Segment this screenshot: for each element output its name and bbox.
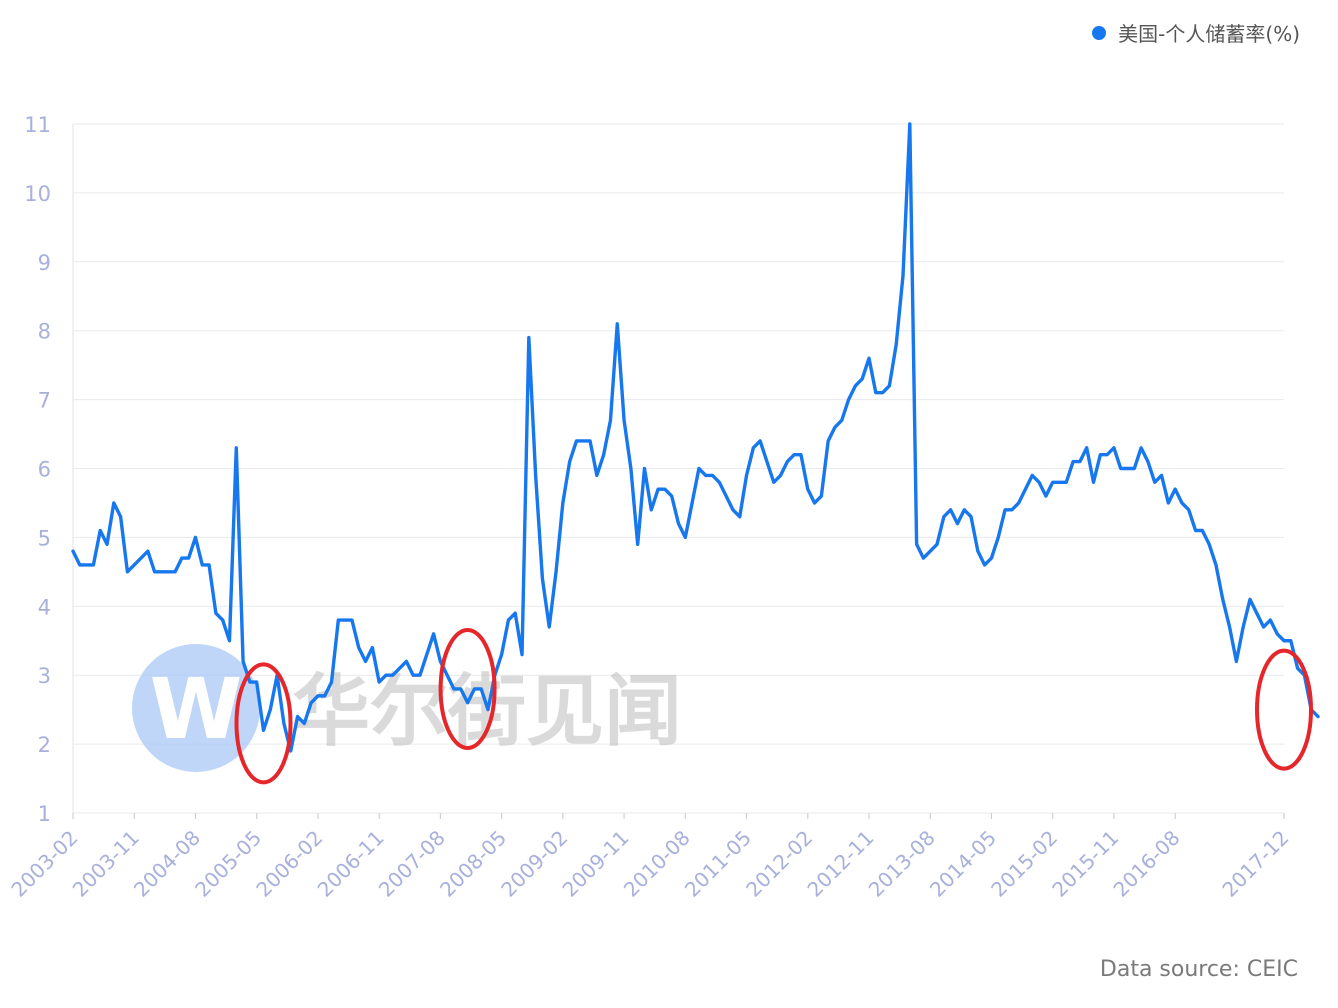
- x-tick-label: 2016-08: [1109, 826, 1185, 902]
- x-axis: 2003-022003-112004-082005-052006-022006-…: [6, 813, 1294, 902]
- y-tick-label: 7: [38, 389, 51, 413]
- x-tick-label: 2017-12: [1217, 826, 1293, 902]
- data-source: Data source: CEIC: [1099, 957, 1298, 982]
- y-tick-label: 10: [24, 182, 51, 206]
- x-tick-label: 2010-08: [619, 826, 695, 902]
- y-tick-label: 1: [38, 802, 51, 826]
- x-tick-label: 2004-08: [129, 826, 205, 902]
- x-tick-label: 2008-05: [435, 826, 511, 902]
- annotations: [234, 627, 1313, 785]
- y-tick-label: 3: [38, 664, 51, 688]
- y-tick-label: 5: [38, 526, 51, 550]
- y-tick-label: 4: [38, 595, 51, 619]
- x-tick-label: 2003-02: [6, 826, 82, 902]
- legend-label: 美国-个人储蓄率(%): [1118, 22, 1300, 46]
- y-tick-label: 2: [38, 733, 51, 757]
- legend[interactable]: 美国-个人储蓄率(%): [1092, 18, 1300, 47]
- x-tick-label: 2003-11: [68, 826, 144, 902]
- x-tick-label: 2012-11: [802, 826, 878, 902]
- x-tick-label: 2009-02: [496, 826, 572, 902]
- y-tick-label: 6: [38, 458, 51, 482]
- x-tick-label: 2009-11: [558, 826, 634, 902]
- watermark: W 华尔街见闻: [132, 644, 682, 772]
- series-group: [71, 122, 1320, 753]
- y-axis: 1 2 3 4 5 6 7 8 9 10 11: [24, 113, 51, 826]
- x-tick-label: 2005-05: [190, 826, 266, 902]
- annotation-circle: [1255, 648, 1313, 771]
- y-tick-label: 11: [24, 113, 51, 137]
- grid-lines: [72, 123, 1284, 814]
- y-tick-label: 8: [38, 320, 51, 344]
- x-tick-label: 2015-11: [1047, 826, 1123, 902]
- x-tick-label: 2011-05: [680, 826, 756, 902]
- x-tick-label: 2014-05: [925, 826, 1001, 902]
- x-tick-label: 2006-11: [313, 826, 389, 902]
- x-tick-label: 2015-02: [986, 826, 1062, 902]
- x-tick-label: 2012-02: [741, 826, 817, 902]
- x-tick-label: 2006-02: [251, 826, 327, 902]
- y-tick-label: 9: [38, 251, 51, 275]
- watermark-logo: [132, 644, 260, 772]
- annotation-circle: [234, 662, 293, 785]
- x-tick-label: 2013-08: [864, 826, 940, 902]
- watermark-logo-letter: W: [150, 660, 243, 758]
- series-line-personal-savings-rate: [71, 122, 1320, 753]
- legend-marker: [1092, 25, 1107, 40]
- watermark-text: 华尔街见闻: [292, 667, 682, 757]
- x-tick-label: 2007-08: [374, 826, 450, 902]
- annotation-circle: [438, 627, 497, 750]
